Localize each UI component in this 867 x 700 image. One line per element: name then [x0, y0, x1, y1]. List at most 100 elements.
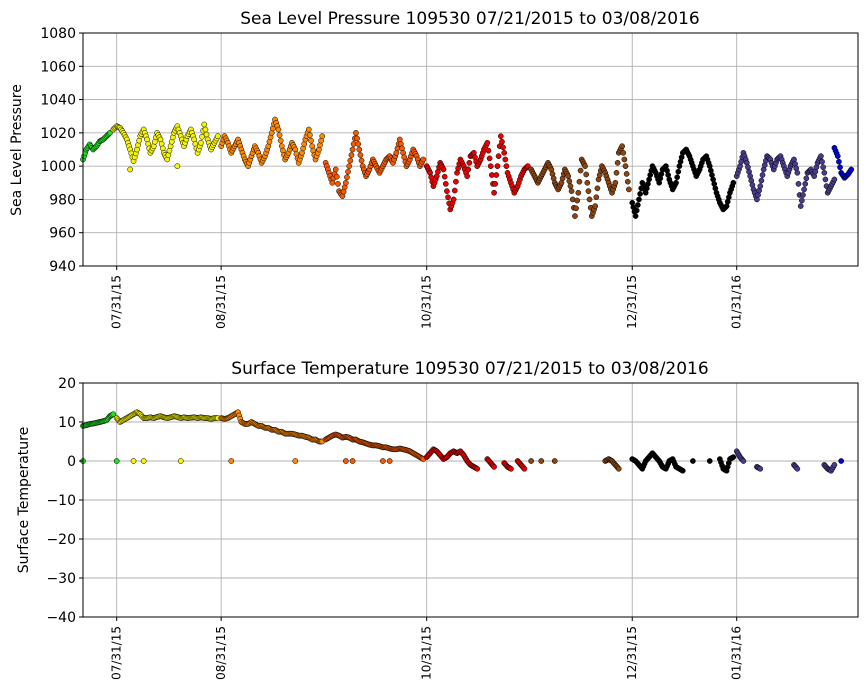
series-dec-2015	[528, 143, 632, 219]
x-tick-label: 07/31/15	[110, 275, 124, 329]
data-point	[214, 133, 221, 140]
data-point	[319, 133, 326, 140]
data-point	[342, 179, 349, 186]
y-tick-label: 20	[58, 376, 76, 392]
pressure-plot-frame	[82, 32, 859, 267]
data-point	[524, 163, 531, 169]
data-point	[464, 173, 470, 179]
data-point-interp	[802, 181, 809, 187]
data-point-interp	[573, 205, 579, 212]
x-tick-label: 12/31/15	[625, 626, 639, 680]
data-point-interp	[358, 157, 365, 164]
data-point	[572, 213, 578, 219]
data-point-interp	[637, 191, 643, 197]
data-point-interp	[758, 177, 765, 184]
data-point-interp	[502, 156, 509, 163]
data-point-interp	[584, 179, 591, 186]
series-nov-2015	[423, 133, 531, 213]
data-point-interp	[442, 181, 449, 187]
pressure-panel: Sea Level Pressure 109530 07/21/2015 to …	[9, 9, 859, 329]
data-point-interp	[567, 183, 574, 189]
data-point-interp	[199, 133, 205, 140]
data-point-interp	[633, 207, 640, 214]
data-point	[275, 126, 282, 133]
data-point-interp	[335, 181, 341, 187]
data-point	[706, 458, 713, 464]
data-point-interp	[574, 197, 581, 204]
data-point	[690, 458, 696, 464]
data-point	[585, 188, 592, 194]
data-point-interp	[586, 196, 593, 203]
data-point-interp	[583, 171, 590, 178]
data-point-interp	[486, 155, 493, 162]
data-point	[305, 126, 312, 133]
temperature-panel: Surface Temperature 109530 07/21/2015 to…	[16, 359, 859, 680]
data-point-interp	[795, 181, 802, 187]
y-tick-label: −20	[46, 532, 76, 548]
data-point-interp	[759, 172, 766, 178]
data-point	[201, 121, 208, 128]
data-point-interp	[819, 158, 825, 165]
x-tick-label: 07/31/15	[110, 626, 124, 680]
data-point	[444, 188, 450, 194]
pressure-axis-ticks: 940 960 980 1000 1020 1040 1060 1080 07/31/15 08/…	[40, 26, 743, 329]
data-point	[636, 196, 642, 203]
data-point-interp	[500, 144, 506, 151]
data-point-interp	[495, 153, 502, 160]
data-point	[831, 462, 838, 468]
data-point-interp	[465, 166, 472, 173]
data-point	[592, 203, 599, 209]
data-point	[622, 163, 629, 169]
data-point-interp	[307, 132, 313, 138]
data-point	[575, 189, 582, 196]
series-sep-2015	[218, 116, 326, 169]
data-point	[626, 186, 632, 193]
data-point-interp	[466, 159, 473, 166]
data-point	[107, 130, 113, 136]
data-point	[450, 196, 457, 203]
data-point	[508, 465, 514, 472]
data-point-interp	[277, 137, 284, 144]
data-point-interp	[451, 187, 458, 194]
data-point	[474, 465, 481, 472]
x-tick-label: 01/31/16	[730, 275, 744, 329]
data-point-interp	[445, 194, 451, 201]
data-point	[757, 465, 764, 472]
data-point-interp	[345, 168, 351, 175]
data-point-interp	[347, 157, 354, 164]
series-jul-2015	[80, 130, 113, 163]
data-point	[487, 163, 494, 169]
data-point-interp	[613, 169, 620, 176]
series-nov-2015	[423, 446, 528, 472]
data-point-interp	[594, 185, 601, 192]
data-point	[565, 173, 572, 179]
series-mar-2016	[838, 458, 845, 464]
data-point-interp	[614, 159, 621, 166]
data-point	[440, 166, 447, 173]
data-point	[582, 163, 588, 169]
data-point-interp	[308, 137, 314, 144]
data-point-interp	[276, 132, 283, 138]
series-jul-2015	[80, 411, 120, 464]
y-tick-label: −30	[46, 571, 76, 587]
data-point	[730, 179, 737, 186]
data-point	[757, 183, 764, 189]
data-point	[177, 458, 184, 464]
data-point	[794, 169, 801, 176]
data-point	[794, 465, 801, 472]
data-point-interp	[800, 192, 806, 198]
data-point-interp	[675, 168, 682, 175]
data-point-interp	[577, 167, 584, 174]
data-point	[501, 149, 508, 156]
data-point-interp	[492, 181, 499, 187]
data-point	[127, 166, 134, 173]
data-point-interp	[623, 171, 630, 177]
data-point	[632, 213, 639, 219]
data-point	[818, 153, 824, 160]
data-point-interp	[621, 156, 628, 163]
data-point-interp	[576, 178, 583, 185]
y-tick-label: 960	[49, 226, 76, 242]
data-point-interp	[822, 176, 829, 183]
data-point-interp	[203, 131, 210, 138]
